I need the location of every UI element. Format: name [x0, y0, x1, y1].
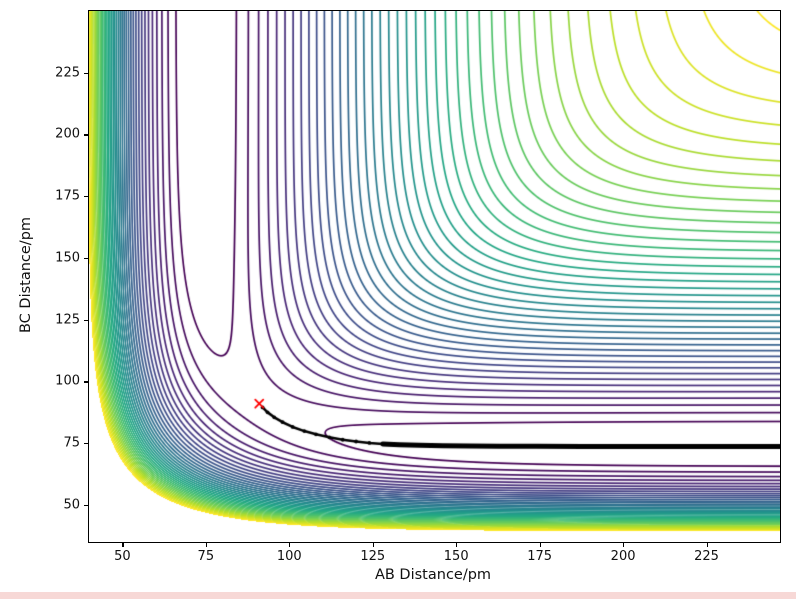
x-tick-mark: [289, 542, 291, 547]
plot-frame: 50 75 100 125 150 175 200 225 50 75 100 125 150 175 20…: [55, 10, 781, 563]
x-tick-mark: [623, 542, 625, 547]
x-tick-mark: [456, 542, 458, 547]
y-tick-mark: [84, 72, 89, 74]
y-tick-label: 100: [55, 373, 80, 389]
y-tick-mark: [84, 319, 89, 321]
y-tick-mark: [84, 504, 89, 507]
x-tick-mark: [539, 542, 541, 547]
y-tick-label: 125: [55, 312, 80, 328]
y-tick-mark: [84, 381, 89, 383]
x-tick-mark: [372, 542, 374, 547]
x-tick-label: 200: [610, 549, 636, 564]
y-tick-mark: [84, 134, 89, 136]
x-tick-mark: [706, 542, 708, 547]
y-tick-mark: [84, 196, 89, 198]
x-tick-label: 225: [694, 549, 719, 564]
y-axis-title: BC Distance/pm: [18, 216, 34, 334]
contour-plot: [89, 11, 780, 542]
y-tick-mark: [84, 257, 89, 260]
bottom-strip: [0, 592, 796, 599]
x-tick-mark: [205, 542, 208, 547]
y-tick-label: 225: [55, 65, 80, 81]
y-tick-label: 50: [63, 497, 80, 513]
x-tick-label: 100: [276, 549, 302, 564]
x-axis-title: AB Distance/pm: [374, 567, 492, 583]
y-tick-mark: [84, 443, 89, 445]
x-tick-label: 125: [360, 549, 386, 564]
x-tick-mark: [122, 542, 124, 547]
y-tick-label: 75: [63, 435, 80, 451]
y-tick-label: 175: [55, 188, 80, 204]
x-tick-label: 175: [527, 549, 553, 564]
x-tick-label: 150: [443, 549, 469, 564]
x-tick-label: 50: [114, 549, 131, 564]
x-tick-label: 75: [197, 549, 215, 564]
y-tick-label: 200: [55, 126, 80, 142]
y-tick-label: 150: [55, 250, 80, 266]
